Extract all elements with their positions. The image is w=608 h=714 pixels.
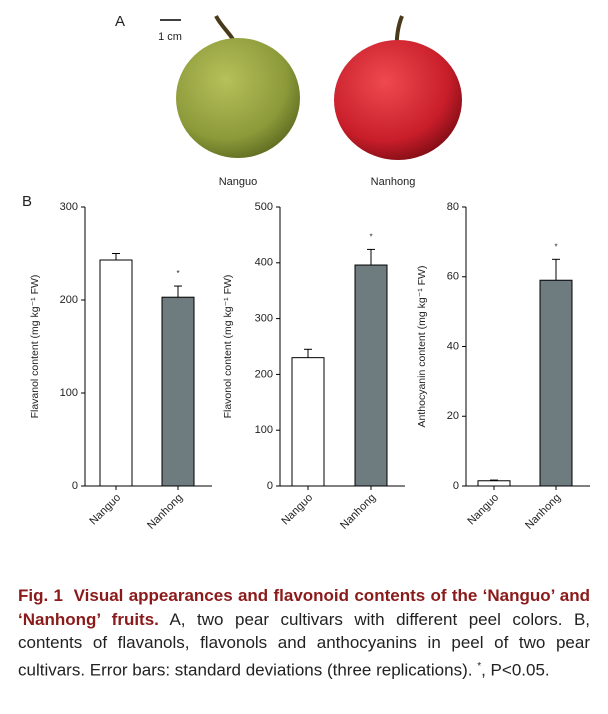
fruit-label: Nanguo xyxy=(219,176,258,188)
x-tick-label: Nanguo xyxy=(87,492,123,528)
x-tick-label: Nanguo xyxy=(465,492,501,528)
y-tick-label: 200 xyxy=(255,368,273,380)
bar xyxy=(539,279,573,487)
y-tick-label: 80 xyxy=(447,201,459,213)
significance-mark: * xyxy=(369,233,372,242)
y-axis-label: Flavanol content (mg kg⁻¹ FW) xyxy=(29,275,41,419)
y-tick-label: 500 xyxy=(255,201,273,213)
scale-label: 1 cm xyxy=(158,31,182,43)
panel-label: A xyxy=(115,13,125,30)
fruit-nanguo xyxy=(176,38,300,158)
y-tick-label: 20 xyxy=(447,410,459,422)
bar xyxy=(354,264,388,487)
sig-text: , P<0.05. xyxy=(481,660,550,680)
y-tick-label: 100 xyxy=(60,387,78,399)
caption-label: Fig. 1 xyxy=(18,586,63,605)
y-tick-label: 60 xyxy=(447,271,459,283)
caption-text: A, two pear cultivars with different pee… xyxy=(18,609,591,680)
caption-title: Visual appearances and flavonoid content… xyxy=(18,586,590,629)
y-tick-label: 300 xyxy=(60,201,78,213)
bar xyxy=(477,480,511,487)
bar xyxy=(291,357,325,487)
fruit-label: Nanhong xyxy=(371,176,416,188)
x-tick-label: Nanguo xyxy=(279,492,315,528)
y-axis-label: Anthocyanin content (mg kg⁻¹ FW) xyxy=(416,266,428,428)
y-tick-label: 100 xyxy=(255,424,273,436)
x-tick-label: Nanhong xyxy=(523,492,563,532)
y-tick-label: 300 xyxy=(255,313,273,325)
y-tick-label: 0 xyxy=(72,480,78,492)
bar xyxy=(161,296,195,487)
significance-mark: * xyxy=(554,242,557,251)
y-axis-label: Flavonol content (mg kg⁻¹ FW) xyxy=(222,275,234,419)
caption: Fig. 1 Visual appearances and flavonoid … xyxy=(18,584,590,682)
x-tick-label: Nanhong xyxy=(338,492,378,532)
y-tick-label: 400 xyxy=(255,257,273,269)
fruit-nanhong xyxy=(334,40,462,160)
y-tick-label: 0 xyxy=(453,480,459,492)
y-tick-label: 0 xyxy=(267,480,273,492)
y-tick-label: 40 xyxy=(447,340,459,352)
significance-mark: * xyxy=(176,269,179,278)
x-tick-label: Nanhong xyxy=(145,492,185,532)
bar xyxy=(99,259,133,487)
y-tick-label: 200 xyxy=(60,294,78,306)
sig-mark: * xyxy=(477,660,482,672)
panel-label: B xyxy=(22,193,32,210)
figure: A 1 cm Nanguo Nanhong B 0100200300Flavan… xyxy=(22,13,590,532)
